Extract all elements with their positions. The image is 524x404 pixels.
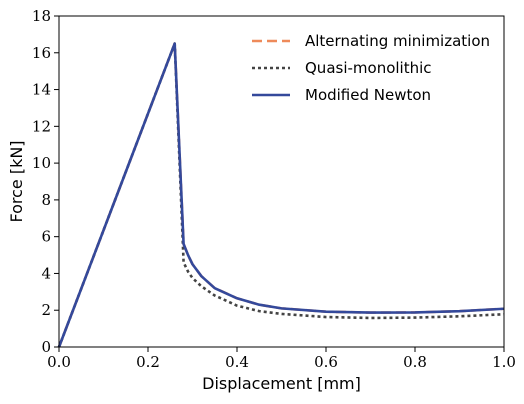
y-axis-ticks: 0 2 4 6 8 10 12 14 16 18 bbox=[32, 7, 59, 356]
y-tick-label: 12 bbox=[32, 117, 51, 135]
series-line-2 bbox=[57, 42, 505, 348]
x-axis-ticks: 0.0 0.2 0.4 0.6 0.8 1.0 bbox=[47, 347, 516, 371]
x-axis-label: Displacement [mm] bbox=[202, 374, 361, 393]
y-tick-label: 18 bbox=[32, 7, 51, 25]
y-tick-label: 4 bbox=[41, 264, 51, 282]
legend-label-3: Modified Newton bbox=[305, 86, 431, 104]
series-line-1 bbox=[57, 42, 505, 348]
series-layer bbox=[57, 42, 505, 348]
y-tick-label: 2 bbox=[41, 301, 51, 319]
plot-frame bbox=[58, 15, 505, 348]
legend-label-2: Quasi-monolithic bbox=[305, 59, 432, 77]
x-tick-label: 1.0 bbox=[492, 353, 516, 371]
x-tick-label: 0.8 bbox=[403, 353, 427, 371]
legend: Alternating minimization Quasi-monolithic… bbox=[252, 32, 490, 104]
y-tick-label: 8 bbox=[41, 191, 51, 209]
x-tick-label: 0.6 bbox=[314, 353, 338, 371]
y-axis-label: Force [kN] bbox=[7, 140, 26, 222]
x-tick-label: 0.4 bbox=[225, 353, 249, 371]
y-tick-label: 16 bbox=[32, 44, 51, 62]
x-tick-label: 0.2 bbox=[136, 353, 160, 371]
y-tick-label: 10 bbox=[32, 154, 51, 172]
x-tick-label: 0.0 bbox=[47, 353, 71, 371]
legend-label-1: Alternating minimization bbox=[305, 32, 490, 50]
y-tick-label: 6 bbox=[41, 228, 51, 246]
series-line-3 bbox=[57, 42, 505, 348]
y-tick-label: 0 bbox=[41, 338, 51, 356]
y-tick-label: 14 bbox=[32, 81, 51, 99]
